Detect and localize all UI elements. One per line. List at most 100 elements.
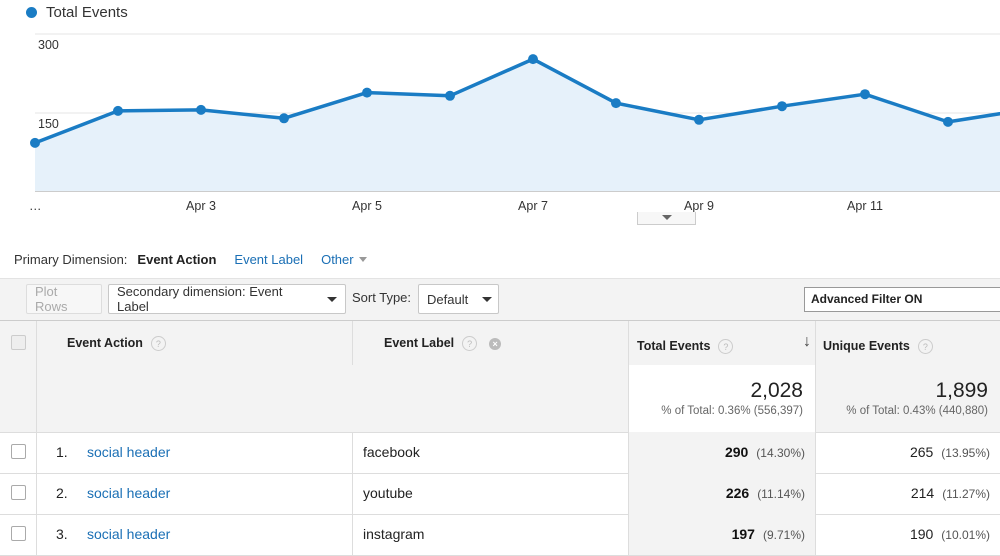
sort-type-label: Sort Type: — [352, 290, 412, 305]
total-events-metric: 226 (11.14%) — [726, 485, 805, 501]
data-point[interactable] — [445, 90, 455, 101]
unique-events-count: 265 — [909, 444, 934, 460]
table-toolbar: Plot Rows Secondary dimension: Event Lab… — [0, 278, 1000, 321]
chevron-down-icon — [327, 296, 337, 302]
dimension-other-label: Other — [321, 252, 354, 267]
totals-unique-events: 1,899 % of Total: 0.43% (440,880) — [816, 365, 1000, 432]
event-label-value: youtube — [363, 485, 413, 501]
header-event-label[interactable]: Event Label? × — [353, 321, 629, 366]
totals-spacer — [0, 365, 37, 432]
series-dot-icon — [26, 7, 37, 18]
unique-events-pct: (13.95%) — [941, 446, 990, 460]
x-tick-label: Apr 9 — [684, 199, 714, 213]
total-events-count: 197 — [731, 526, 755, 542]
data-point[interactable] — [279, 113, 289, 124]
row-total-events-cell: 290 (14.30%) — [629, 432, 816, 473]
dimension-other-dropdown[interactable]: Other — [321, 252, 367, 267]
sort-type-dropdown[interactable]: Default — [418, 284, 499, 314]
unique-events-metric: 190 (10.01%) — [910, 526, 990, 542]
data-point[interactable] — [860, 89, 870, 100]
row-checkbox[interactable] — [11, 444, 26, 459]
data-point[interactable] — [528, 54, 538, 65]
x-tick-label: Apr 5 — [352, 199, 382, 213]
data-point[interactable] — [694, 114, 704, 125]
row-event-label-cell: instagram — [353, 514, 629, 555]
row-number: 2. — [56, 485, 68, 501]
totals-row: 2,028 % of Total: 0.36% (556,397) 1,899 … — [0, 365, 1000, 433]
plot-rows-button[interactable]: Plot Rows — [26, 284, 102, 314]
row-number: 3. — [56, 526, 68, 542]
help-icon[interactable]: ? — [917, 339, 933, 355]
event-label-value: facebook — [363, 444, 420, 460]
advanced-filter-indicator[interactable]: Advanced Filter ON — [804, 287, 1000, 312]
chart-expand-toggle[interactable] — [637, 212, 696, 225]
unique-events-metric: 265 (13.95%) — [910, 444, 990, 460]
table-row: 2. social header youtube 226 (11.14%) 214… — [0, 473, 1000, 515]
sort-descending-icon[interactable]: ↓ — [803, 333, 811, 350]
remove-dimension-icon[interactable]: × — [489, 337, 502, 350]
total-events-count: 226 — [725, 485, 750, 501]
row-total-events-cell: 197 (9.71%) — [629, 514, 816, 555]
row-event-action-cell: 1. social header — [0, 432, 353, 473]
primary-dimension-bar: Primary Dimension: Event Action Event La… — [14, 252, 367, 267]
series-area — [35, 59, 1000, 191]
row-unique-events-cell: 265 (13.95%) — [816, 432, 1000, 473]
x-tick-label: … — [29, 199, 42, 213]
dimension-event-action[interactable]: Event Action — [137, 252, 217, 267]
row-event-action-cell: 2. social header — [0, 473, 353, 514]
y-tick-label: 150 — [38, 117, 59, 131]
header-total-events[interactable]: Total Events? ↓ — [629, 321, 816, 366]
row-total-events-cell: 226 (11.14%) — [629, 473, 816, 514]
header-event-action[interactable]: Event Action? — [37, 321, 353, 366]
chart-legend: Total Events — [26, 4, 128, 21]
total-events-metric: 290 (14.30%) — [725, 444, 805, 460]
row-select-cell — [0, 432, 37, 473]
unique-events-metric: 214 (11.27%) — [911, 485, 990, 501]
unique-events-count: 214 — [910, 485, 935, 501]
event-action-link[interactable]: social header — [87, 444, 171, 460]
secondary-dimension-label: Secondary dimension: Event Label — [117, 284, 283, 314]
header-event-label-label: Event Label — [384, 336, 455, 350]
total-events-pct: (14.30%) — [756, 446, 805, 460]
row-select-cell — [0, 514, 37, 555]
row-event-label-cell: facebook — [353, 432, 629, 473]
event-action-link[interactable]: social header — [87, 485, 171, 501]
data-point[interactable] — [30, 137, 40, 148]
select-all-cell — [0, 321, 37, 366]
line-chart: 300 150 … Apr 3 Apr 5 Apr 7 Apr 9 Apr 11 — [29, 33, 1000, 213]
row-number: 1. — [56, 444, 68, 460]
total-events-count: 290 — [724, 444, 749, 460]
data-point[interactable] — [196, 104, 206, 115]
select-all-checkbox[interactable] — [11, 335, 26, 350]
table-header-row: Event Action? Event Label? × Total Events… — [0, 320, 1000, 367]
row-event-label-cell: youtube — [353, 473, 629, 514]
chevron-down-icon — [482, 296, 493, 302]
help-icon[interactable]: ? — [462, 336, 478, 352]
secondary-dimension-dropdown[interactable]: Secondary dimension: Event Label — [108, 284, 346, 314]
data-point[interactable] — [777, 101, 787, 112]
header-total-events-label: Total Events — [637, 339, 711, 353]
data-point[interactable] — [113, 105, 123, 116]
unique-events-pct: (11.27%) — [942, 487, 990, 501]
unique-events-pct: (10.01%) — [941, 528, 990, 542]
unique-events-percent: % of Total: 0.43% (440,880) — [846, 405, 988, 417]
chevron-down-icon — [358, 257, 367, 262]
x-tick-label: Apr 7 — [518, 199, 548, 213]
help-icon[interactable]: ? — [150, 336, 166, 352]
row-checkbox[interactable] — [11, 526, 26, 541]
legend-label: Total Events — [46, 4, 128, 21]
x-tick-label: Apr 11 — [847, 199, 883, 213]
total-events-value: 2,028 — [750, 379, 803, 402]
row-unique-events-cell: 190 (10.01%) — [816, 514, 1000, 555]
dimension-event-label[interactable]: Event Label — [234, 252, 304, 267]
help-icon[interactable]: ? — [718, 339, 734, 355]
data-point[interactable] — [611, 98, 621, 109]
table-row: 1. social header facebook 290 (14.30%) 26… — [0, 432, 1000, 474]
header-unique-events[interactable]: Unique Events? — [816, 321, 1000, 366]
data-point[interactable] — [362, 87, 372, 98]
total-events-metric: 197 (9.71%) — [732, 526, 805, 542]
totals-label-cell — [37, 365, 629, 432]
row-checkbox[interactable] — [11, 485, 26, 500]
data-point[interactable] — [943, 116, 953, 127]
event-action-link[interactable]: social header — [87, 526, 171, 542]
